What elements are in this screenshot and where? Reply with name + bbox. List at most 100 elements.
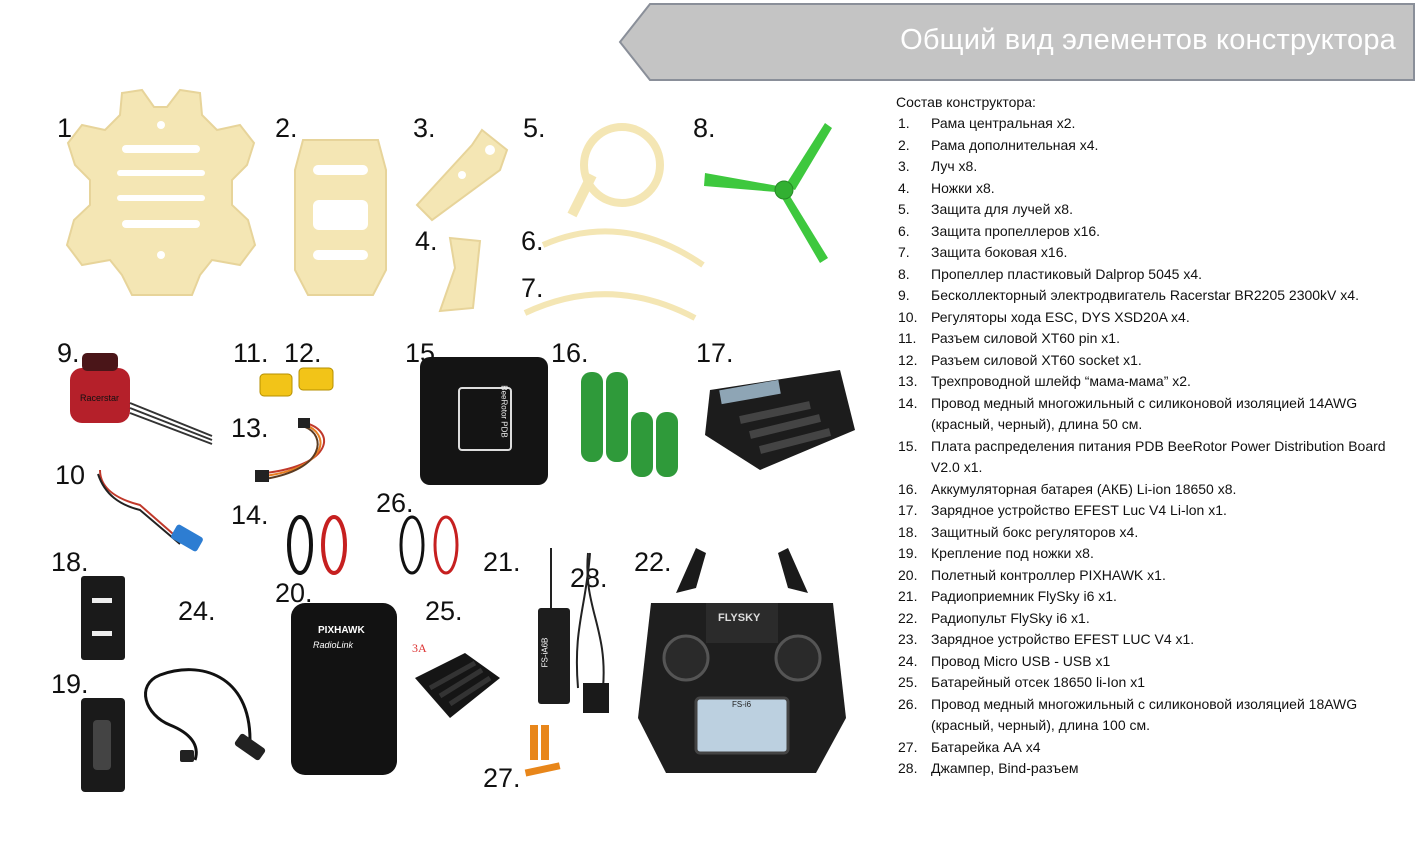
part-label-4: 4. (415, 226, 438, 256)
list-item-number: 14. (898, 394, 918, 411)
transmitter-image: FLYSKY FS-i6 (636, 548, 848, 776)
part-label-10: 10 (55, 460, 86, 490)
list-heading: Состав конструктора: (896, 94, 1036, 110)
list-item-text: Ножки x8. (931, 179, 995, 196)
part-label-14: 14. (231, 500, 269, 530)
flysky-text: FLYSKY (718, 612, 761, 624)
servo-cable-image (255, 418, 325, 482)
list-item-text: Полетный контроллер PIXHAWK x1. (931, 566, 1166, 583)
pixhawk-image: PIXHAWK RadioLink (291, 603, 397, 775)
list-item: 10. Регуляторы хода ESC, DYS XSD20A x4. (896, 307, 1406, 329)
list-item-number: 24. (898, 652, 918, 669)
list-item: 9. Бесколлекторный электродвигатель Racer… (896, 285, 1406, 307)
part-label-26: 26. (376, 488, 414, 518)
part-label-17: 17. (696, 338, 734, 368)
pixhawk-text: PIXHAWK (318, 625, 365, 636)
part-label-16: 16. (551, 338, 589, 368)
list-item-text: Трехпроводной шлейф “мама-мама” x2. (931, 373, 1191, 389)
list-item-text: Луч x8. (931, 158, 978, 174)
list-item-text: Батарейный отсек 18650 li-Ion x1 (931, 674, 1145, 690)
esc-image (97, 469, 203, 552)
leg-mount-image (81, 698, 125, 792)
wire-18awg-image (399, 515, 459, 575)
list-item-number: 4. (898, 179, 910, 196)
list-item-text: Рама дополнительная x4. (931, 136, 1099, 153)
list-item: 26. Провод медный многожильный с силиконо… (896, 694, 1406, 737)
pdb-text: BeeRotor PDB (499, 385, 509, 438)
list-item-number: 8. (898, 265, 910, 282)
leg-image (438, 236, 482, 313)
usb-cable-image (144, 668, 266, 762)
part-label-9: 9. (57, 338, 80, 368)
list-item: 8. Пропеллер пластиковый Dalprop 5045 x4. (896, 264, 1406, 286)
part-label-11: 11. (233, 338, 269, 368)
part-label-24: 24. (178, 596, 216, 626)
motor-brand-text: Racerstar (80, 393, 120, 403)
list-item-text: Пропеллер пластиковый Dalprop 5045 x4. (931, 265, 1203, 282)
list-item-number: 23. (898, 631, 918, 647)
central-frame-image (65, 88, 257, 296)
list-item: 7. Защита боковая x16. (896, 242, 1406, 264)
part-label-5: 5. (523, 113, 546, 143)
list-item: 11. Разъем силовой XT60 pin x1. (896, 328, 1406, 350)
list-item: 28. Джампер, Bind-разъем (896, 758, 1406, 780)
receiver-body (538, 608, 570, 704)
part-label-27: 27. (483, 763, 521, 793)
list-item: 17. Зарядное устройство EFEST Luc V4 Li-l… (896, 500, 1406, 522)
list-item-text: Провод медный многожильный с силиконовой… (931, 394, 1358, 433)
list-item: 23. Зарядное устройство EFEST LUC V4 x1. (896, 629, 1406, 651)
list-item: 1. Рама центральная x2. (896, 113, 1406, 135)
list-item: 5. Защита для лучей x8. (896, 199, 1406, 221)
list-item-number: 18. (898, 523, 918, 540)
pdb-image: BeeRotor PDB (420, 357, 548, 485)
list-item-number: 11. (898, 330, 917, 346)
list-item: 21. Радиоприемник FlySky i6 x1. (896, 586, 1406, 608)
list-item: 13. Трехпроводной шлейф “мама-мама” x2. (896, 371, 1406, 393)
list-item-number: 12. (898, 351, 918, 368)
side-guard-image (523, 291, 697, 321)
fsi6-text: FS-i6 (732, 700, 752, 709)
receiver-image: FS-iA6B (536, 548, 572, 704)
list-item: 19. Крепление под ножки x8. (896, 543, 1406, 565)
arm-guard-image (567, 123, 664, 218)
part-label-18: 18. (51, 547, 89, 577)
additional-frame-image (294, 139, 387, 296)
xt60-connectors-image (259, 367, 334, 397)
list-item-text: Защита для лучей x8. (931, 201, 1073, 217)
wire-14awg-image (287, 515, 347, 575)
transmitter-drawing (638, 548, 846, 773)
part-label-2: 2. (275, 113, 298, 143)
list-item-number: 10. (898, 308, 918, 325)
header-banner: Общий вид элементов конструктора (618, 2, 1416, 82)
list-item-number: 20. (898, 566, 918, 583)
list-item-number: 2. (898, 136, 910, 153)
part-label-25: 25. (425, 596, 463, 626)
part-label-8: 8. (693, 113, 716, 143)
radiolink-text: RadioLink (313, 640, 354, 650)
list-item-text: Зарядное устройство EFEST LUC V4 x1. (931, 631, 1195, 647)
list-item: 27. Батарейка АА x4 (896, 737, 1406, 759)
part-label-6: 6. (521, 226, 544, 256)
list-item-text: Радиоприемник FlySky i6 x1. (931, 588, 1117, 604)
list-item-number: 5. (898, 201, 910, 217)
list-item: 14. Провод медный многожильный с силиконо… (896, 393, 1406, 436)
battery-holder-tag: 3A (412, 641, 427, 655)
pdb-chip (458, 387, 512, 451)
list-item-number: 6. (898, 222, 910, 239)
list-item-text: Защита пропеллеров x16. (931, 222, 1101, 239)
motor-image: Racerstar (62, 348, 222, 448)
list-item-text: Защитный бокс регуляторов x4. (931, 523, 1139, 540)
list-item-number: 22. (898, 609, 918, 626)
list-item: 2. Рама дополнительная x4. (896, 135, 1406, 157)
list-item-number: 25. (898, 674, 918, 690)
charger-image (705, 370, 855, 470)
prop-guard-image (541, 228, 705, 268)
part-label-3: 3. (413, 113, 436, 143)
batteries-18650-image (581, 372, 678, 477)
aa-batteries-image (524, 725, 561, 777)
list-item-text: Крепление под ножки x8. (931, 545, 1094, 561)
list-item-number: 28. (898, 760, 918, 776)
part-label-13: 13. (231, 413, 269, 443)
list-item-text: Плата распределения питания PDB BeeRotor… (931, 437, 1386, 476)
receiver-text: FS-iA6B (540, 637, 550, 668)
